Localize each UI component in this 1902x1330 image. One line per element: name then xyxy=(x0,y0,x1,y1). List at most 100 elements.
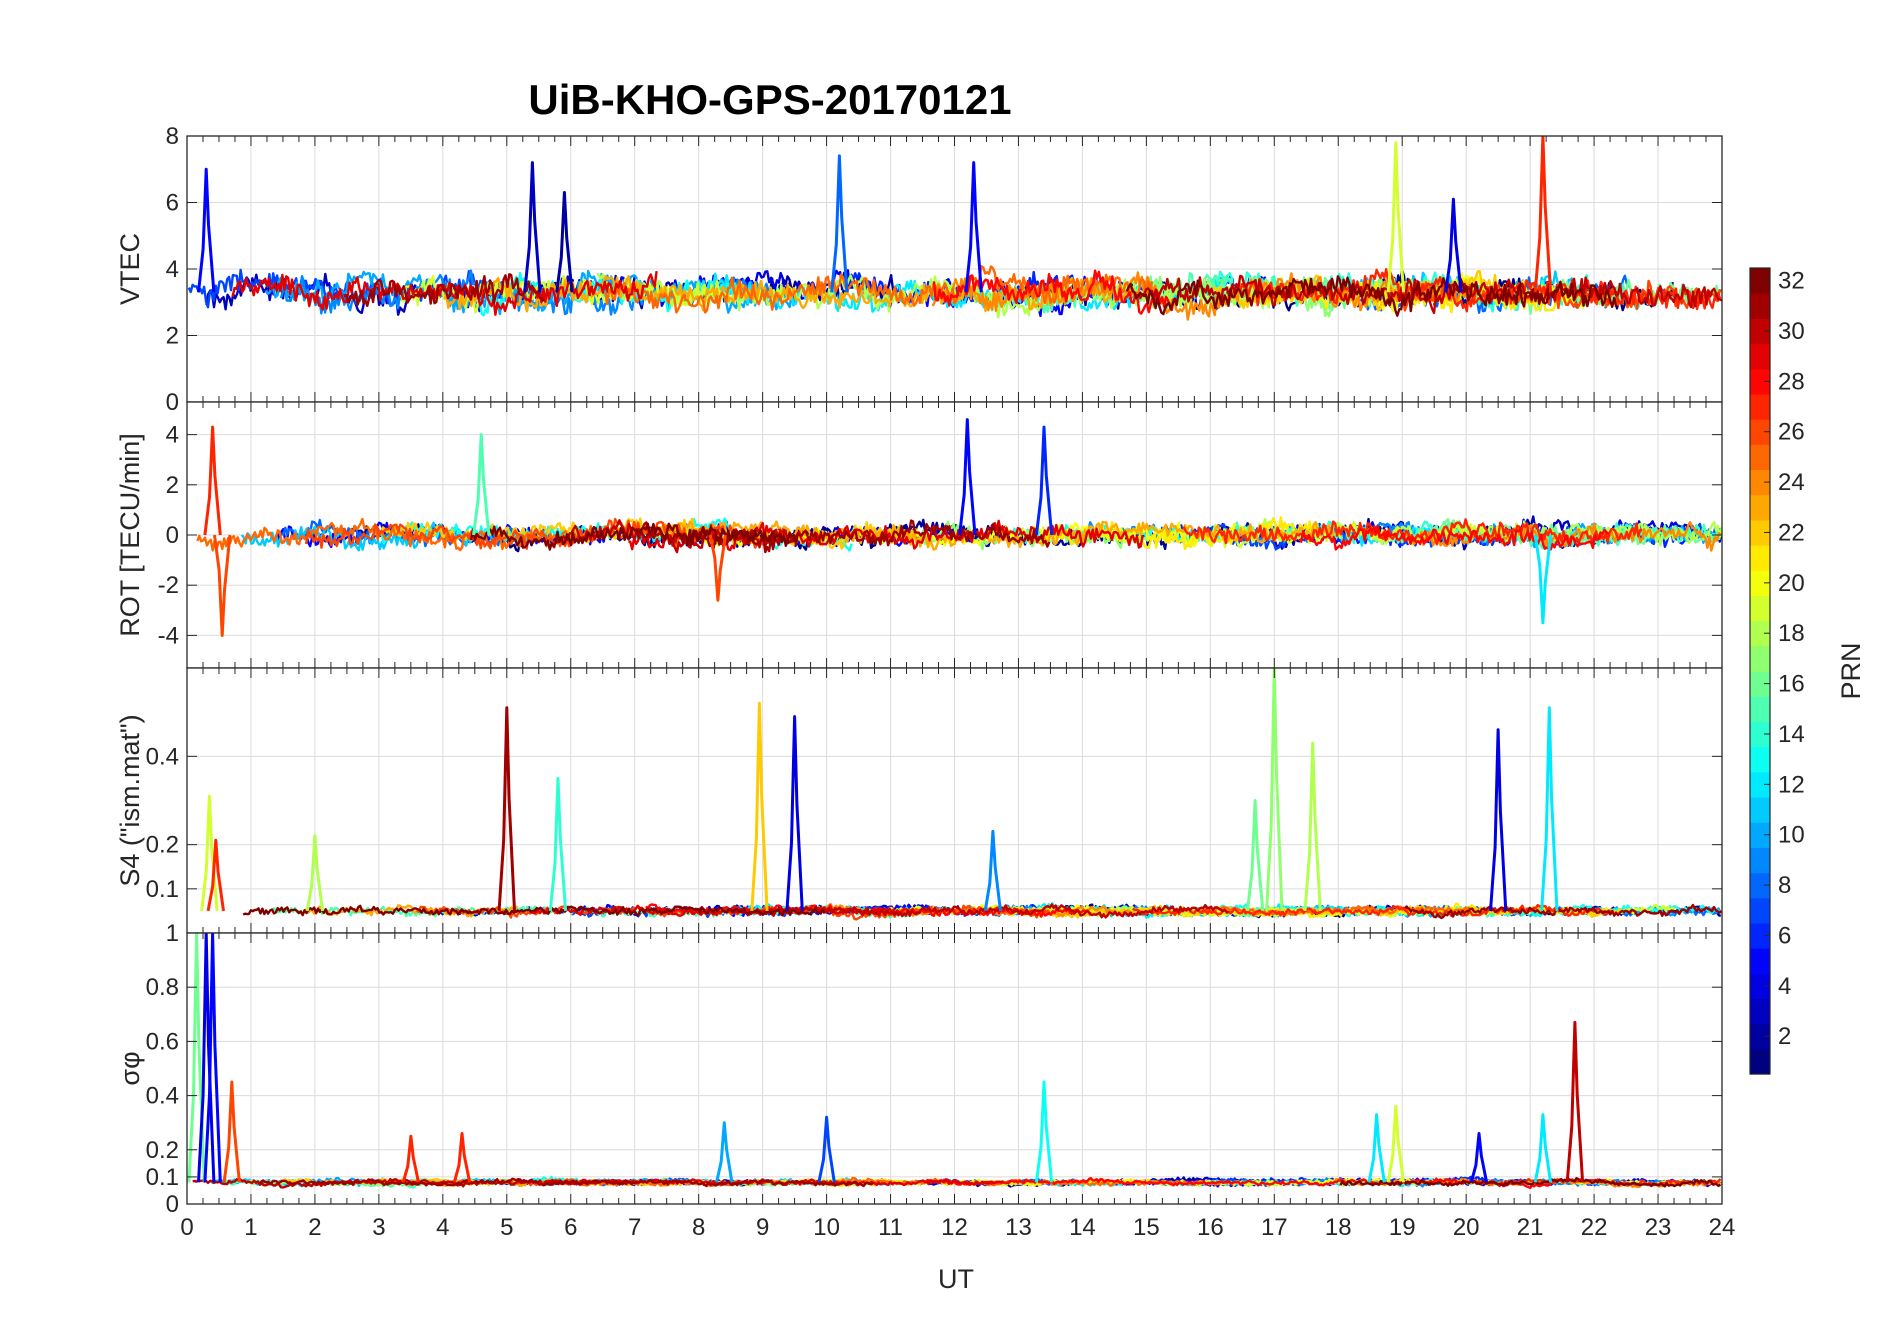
spike-0-prn-27 xyxy=(203,425,222,536)
spike-9-prn-12 xyxy=(1367,1113,1386,1183)
colorbar-box xyxy=(1749,267,1771,1075)
spike-3-prn-26 xyxy=(222,1080,241,1183)
y-axis-label: ROT [TECU/min] xyxy=(115,433,145,637)
colorbar-cell xyxy=(1750,494,1770,521)
minor-ticks xyxy=(186,933,1723,1204)
series-group xyxy=(200,668,1722,921)
colorbar-tick-label: 14 xyxy=(1778,721,1805,748)
y-tick-label: 4 xyxy=(166,256,179,283)
colorbar-cell xyxy=(1750,746,1770,773)
colorbar-cell xyxy=(1750,872,1770,899)
colorbar-cell xyxy=(1750,1048,1770,1075)
x-tick-label: 20 xyxy=(1453,1214,1480,1241)
colorbar-cell xyxy=(1750,696,1770,722)
x-tick-label: 21 xyxy=(1517,1214,1544,1241)
spike-3-prn-5 xyxy=(958,418,977,536)
spike-0-prn-16 xyxy=(187,933,206,1183)
spike-5-prn-12 xyxy=(1533,534,1553,625)
minor-ticks xyxy=(186,402,1723,668)
y-tick-label: 4 xyxy=(166,422,179,449)
colorbar-tick-label: 20 xyxy=(1778,570,1805,597)
spike-7-prn-4 xyxy=(1444,197,1463,293)
y-tick-label: 0.2 xyxy=(146,832,179,859)
spike-13-prn-30 xyxy=(1565,1020,1585,1183)
spike-1-prn-26 xyxy=(213,534,232,637)
series-group xyxy=(187,933,1722,1190)
y-tick-label: 0 xyxy=(166,389,179,416)
spike-8-prn-16 xyxy=(1245,799,1265,912)
y-tick-label: -4 xyxy=(158,622,179,649)
spike-9-prn-17 xyxy=(1265,668,1284,911)
series-prn-28 xyxy=(923,1176,1552,1190)
spike-12-prn-12 xyxy=(1540,706,1559,911)
colorbar-tick-label: 12 xyxy=(1778,771,1805,798)
series-prn-31 xyxy=(1404,903,1722,920)
spike-3-prn-31 xyxy=(497,706,516,911)
colorbar-cell xyxy=(1750,444,1770,471)
x-tick-label: 3 xyxy=(372,1214,385,1241)
colorbar-cell xyxy=(1750,318,1770,345)
x-tick-label: 6 xyxy=(564,1214,577,1241)
series-prn-27 xyxy=(1239,268,1722,313)
y-tick-label: 0.4 xyxy=(146,743,179,770)
colorbar-cell xyxy=(1750,545,1770,571)
series-prn-31 xyxy=(343,273,545,307)
series-group xyxy=(187,136,1722,321)
colorbar-cell xyxy=(1750,1023,1770,1050)
x-tick-label: 19 xyxy=(1389,1214,1416,1241)
y-tick-label: 0.4 xyxy=(146,1083,179,1110)
y-tick-label: 0.1 xyxy=(146,876,179,903)
spike-2-prn-18 xyxy=(305,834,325,912)
colorbar-tick-label: 10 xyxy=(1778,822,1805,849)
colorbar-tick-label: 26 xyxy=(1778,419,1805,446)
spike-5-prn-19 xyxy=(1386,141,1405,293)
colorbar-tick-label: 28 xyxy=(1778,368,1805,395)
series-prn-32 xyxy=(1125,275,1618,317)
minor-ticks xyxy=(186,668,1723,933)
spike-7-prn-9 xyxy=(983,829,1002,912)
colorbar-cell xyxy=(1750,948,1770,974)
colorbar-tick-label: 16 xyxy=(1778,671,1805,698)
y-tick-label: 6 xyxy=(166,190,179,217)
series-prn-31 xyxy=(258,1177,874,1188)
spike-5-prn-27 xyxy=(452,1132,472,1183)
colorbar-cell xyxy=(1750,822,1770,848)
y-tick-label: 0.2 xyxy=(146,1137,179,1164)
y-tick-label: 2 xyxy=(166,472,179,499)
series-prn-32 xyxy=(242,904,826,917)
x-axis-label: UT xyxy=(938,1264,974,1294)
x-tick-label: 22 xyxy=(1581,1214,1608,1241)
spike-8-prn-13 xyxy=(1034,1080,1054,1183)
x-tick-label: 17 xyxy=(1261,1214,1288,1241)
spike-6-prn-26 xyxy=(708,534,727,602)
x-tick-label: 12 xyxy=(941,1214,968,1241)
y-tick-label: 0 xyxy=(166,522,179,549)
spike-4-prn-6 xyxy=(1034,425,1054,536)
x-tick-label: 13 xyxy=(1005,1214,1032,1241)
panel-rot: -4 -2 0 2 4 ROT [TECU/min] xyxy=(115,401,1723,669)
spike-6-prn-10 xyxy=(715,1121,734,1183)
spike-5-prn-22 xyxy=(750,701,769,911)
x-tick-label: 18 xyxy=(1325,1214,1352,1241)
series-prn-32 xyxy=(469,522,799,551)
colorbar-label: PRN xyxy=(1836,642,1866,699)
colorbar-cell xyxy=(1750,419,1770,445)
x-tick-label: 11 xyxy=(878,1214,903,1241)
colorbar-cell xyxy=(1750,368,1770,395)
colorbar-tick-label: 18 xyxy=(1778,620,1805,647)
colorbar-cell xyxy=(1750,519,1770,546)
x-tick-label: 1 xyxy=(244,1214,257,1241)
x-tick-label: 14 xyxy=(1069,1214,1096,1241)
y-tick-label: 0.8 xyxy=(146,974,179,1001)
colorbar-cell xyxy=(1750,570,1770,597)
spike-10-prn-18 xyxy=(1303,741,1322,912)
spike-0-prn-5 xyxy=(197,167,216,293)
colorbar-cell xyxy=(1750,771,1770,798)
series-prn-27 xyxy=(1132,904,1612,918)
y-tick-label: 0 xyxy=(166,1191,179,1218)
x-tick-label: 8 xyxy=(692,1214,705,1241)
x-tick-label: 15 xyxy=(1133,1214,1160,1241)
y-axis-label: VTEC xyxy=(115,233,145,305)
